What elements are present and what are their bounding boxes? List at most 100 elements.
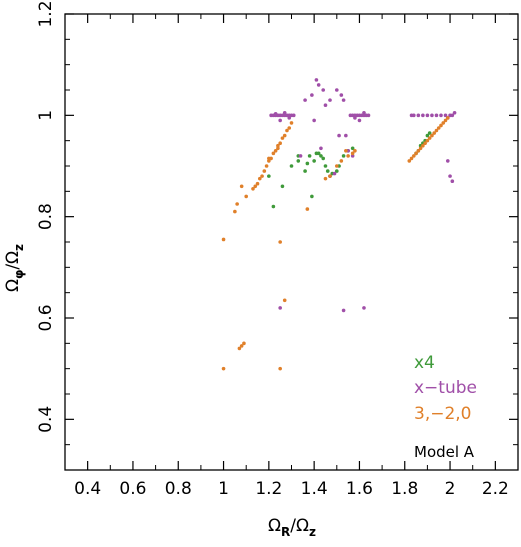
data-point-x-tube bbox=[291, 113, 296, 118]
data-point-3-2-0 bbox=[430, 133, 434, 138]
x-tick-label: 1.8 bbox=[391, 479, 418, 499]
data-point-x-tube bbox=[443, 113, 448, 118]
y-axis-label-omega: Ω bbox=[3, 279, 23, 292]
data-point-3-2-0 bbox=[235, 202, 239, 206]
legend-entry-x-tube: x−tube bbox=[414, 378, 477, 398]
data-point-x4 bbox=[321, 156, 326, 161]
data-point-3-2-0 bbox=[436, 126, 441, 130]
data-point-x4 bbox=[341, 154, 346, 158]
data-point-x-tube bbox=[341, 308, 346, 313]
data-point-x4 bbox=[307, 154, 312, 158]
data-point-3-2-0 bbox=[278, 240, 282, 244]
data-point-x4 bbox=[427, 131, 432, 135]
x-axis-label-slash: / bbox=[290, 516, 296, 536]
legend-entry-x4: x4 bbox=[414, 353, 435, 373]
data-point-3-2-0 bbox=[287, 126, 292, 130]
data-point-x4 bbox=[303, 169, 307, 173]
data-point-3-2-0 bbox=[267, 156, 271, 161]
data-point-3-2-0 bbox=[273, 149, 278, 153]
data-point-3-2-0 bbox=[443, 118, 448, 123]
x-tick-label: 0.8 bbox=[165, 479, 192, 499]
data-point-x4 bbox=[267, 174, 271, 178]
y-axis-label: Ωφ/Ωz bbox=[3, 244, 26, 292]
data-point-3-2-0 bbox=[276, 143, 280, 148]
data-point-x4 bbox=[312, 159, 316, 163]
data-point-3-2-0 bbox=[434, 128, 439, 133]
legend-entry-3-2-0: 3,−2,0 bbox=[414, 404, 472, 424]
data-point-x-tube bbox=[430, 113, 434, 118]
x-tick-label: 0.6 bbox=[119, 479, 146, 499]
data-point-x-tube bbox=[366, 113, 371, 118]
data-point-3-2-0 bbox=[407, 159, 412, 163]
data-point-3-2-0 bbox=[280, 136, 285, 140]
data-point-3-2-0 bbox=[416, 149, 421, 153]
data-point-x-tube bbox=[434, 113, 439, 118]
data-point-3-2-0 bbox=[251, 187, 255, 191]
data-point-x-tube bbox=[421, 113, 425, 118]
data-point-x-tube bbox=[337, 133, 341, 138]
data-point-3-2-0 bbox=[353, 149, 357, 153]
data-point-3-2-0 bbox=[233, 209, 237, 214]
x-tick-label: 1.6 bbox=[346, 479, 373, 499]
plot-frame bbox=[64, 13, 519, 471]
data-point-x-tube bbox=[303, 98, 307, 102]
data-point-x4 bbox=[316, 151, 321, 156]
data-point-3-2-0 bbox=[253, 184, 258, 189]
data-point-3-2-0 bbox=[421, 143, 425, 148]
data-point-3-2-0 bbox=[339, 159, 344, 163]
data-point-3-2-0 bbox=[282, 133, 287, 138]
data-point-3-2-0 bbox=[423, 141, 427, 145]
data-point-3-2-0 bbox=[335, 164, 339, 168]
data-point-3-2-0 bbox=[276, 146, 280, 151]
data-point-x-tube bbox=[287, 116, 292, 120]
data-point-3-2-0 bbox=[285, 128, 289, 133]
data-point-x4 bbox=[280, 184, 285, 189]
x-tick-label: 1.4 bbox=[301, 479, 328, 499]
data-point-x-tube bbox=[332, 171, 337, 176]
data-point-3-2-0 bbox=[409, 156, 414, 161]
data-point-3-2-0 bbox=[244, 194, 248, 199]
data-point-x-tube bbox=[450, 113, 455, 118]
data-point-3-2-0 bbox=[305, 207, 310, 211]
data-point-x4 bbox=[350, 146, 355, 151]
data-point-3-2-0 bbox=[221, 237, 226, 242]
data-point-x-tube bbox=[425, 113, 430, 118]
x-tick-label: 1.2 bbox=[255, 479, 282, 499]
x-tick-label: 1 bbox=[218, 479, 229, 499]
data-point-x-tube bbox=[298, 154, 303, 158]
data-point-x-tube bbox=[452, 111, 457, 115]
data-point-x-tube bbox=[328, 98, 332, 102]
data-point-3-2-0 bbox=[242, 341, 246, 346]
y-axis-label-slash: / bbox=[3, 264, 23, 270]
data-point-3-2-0 bbox=[445, 116, 450, 120]
y-tick-label: 0.8 bbox=[36, 203, 56, 230]
data-point-x4 bbox=[305, 161, 310, 166]
data-point-3-2-0 bbox=[255, 181, 260, 186]
data-point-3-2-0 bbox=[267, 159, 271, 163]
data-point-x-tube bbox=[439, 113, 443, 118]
x-tick-label: 0.4 bbox=[74, 479, 101, 499]
data-point-3-2-0 bbox=[239, 344, 244, 348]
data-point-x-tube bbox=[339, 93, 344, 97]
data-point-3-2-0 bbox=[425, 138, 430, 143]
y-tick-label: 0.4 bbox=[36, 406, 56, 433]
data-point-x4 bbox=[323, 164, 328, 168]
data-point-3-2-0 bbox=[346, 154, 350, 158]
data-point-x4 bbox=[271, 204, 276, 209]
data-point-3-2-0 bbox=[262, 169, 267, 173]
data-point-x-tube bbox=[312, 118, 316, 123]
y-tick-label: 1 bbox=[36, 110, 56, 121]
data-point-3-2-0 bbox=[414, 151, 418, 156]
data-point-3-2-0 bbox=[350, 151, 355, 156]
data-point-x4 bbox=[289, 164, 294, 168]
data-point-3-2-0 bbox=[427, 136, 432, 140]
data-point-x4 bbox=[296, 159, 301, 163]
data-point-3-2-0 bbox=[264, 164, 269, 168]
data-point-x-tube bbox=[335, 88, 339, 92]
data-point-x-tube bbox=[412, 113, 416, 118]
data-point-x-tube bbox=[416, 113, 421, 118]
data-point-x4 bbox=[425, 133, 430, 138]
data-point-x-tube bbox=[357, 118, 362, 123]
data-point-3-2-0 bbox=[432, 131, 436, 135]
